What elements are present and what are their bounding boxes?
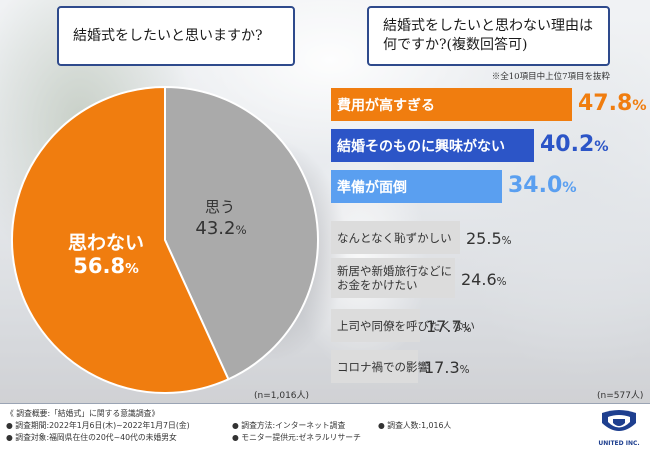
excerpt-note: ※全10項目中上位7項目を抜粋 — [491, 72, 610, 82]
pie-value-yes: 43.2% — [195, 218, 247, 239]
bar-value: 17.3% — [424, 358, 470, 377]
bar-value: 25.5% — [466, 229, 512, 248]
footer-target: ● 調査対象:福岡県在住の20代~40代の未婚男女 — [6, 433, 177, 442]
bar: 準備が面倒 — [331, 170, 502, 203]
footer-panel: ● モニター提供元:ゼネラルリサーチ — [232, 433, 361, 442]
footer-method: ● 調査方法:インターネット調査 — [232, 421, 346, 430]
footer-title: 《 調査概要:「結婚式」に関する意識調査》 — [6, 409, 160, 418]
bar: なんとなく恥ずかしい — [331, 221, 460, 254]
footer-period: ● 調査期間:2022年1月6日(木)~2022年1月7日(金) — [6, 421, 190, 430]
united-logo-icon — [602, 410, 636, 431]
bar-label: 準備が面倒 — [337, 179, 407, 196]
survey-footer: 《 調査概要:「結婚式」に関する意識調査》 ● 調査期間:2022年1月6日(木… — [0, 403, 650, 450]
bar-value: 47.8% — [578, 91, 647, 116]
pie-slice-no — [11, 85, 230, 394]
bar: 結婚そのものに興味がない — [331, 129, 534, 162]
united-logo-text: UNITED INC. — [598, 440, 640, 447]
bar-value: 40.2% — [540, 132, 609, 157]
bar-label: コロナ禍での影響 — [337, 359, 429, 374]
bar-sample-size: (n=577人) — [597, 391, 644, 401]
bar-label: 結婚そのものに興味がない — [337, 138, 505, 155]
question-left-text: 結婚式をしたいと思いますか? — [73, 27, 263, 44]
bar: 新居や新婚旅行などに お金をかけたい — [331, 258, 455, 298]
footer-count: ● 調査人数:1,016人 — [378, 421, 452, 430]
question-left-box: 結婚式をしたいと思いますか? — [57, 6, 295, 66]
bar-label: 費用が高すぎる — [337, 97, 435, 114]
bar-label: 新居や新婚旅行などに お金をかけたい — [337, 264, 452, 292]
pie-label-yes: 思う — [204, 198, 235, 216]
pie-value-no: 56.8% — [73, 254, 139, 278]
bar-label: 上司や同僚を呼びたくない — [337, 318, 475, 333]
pie-label-no: 思わない — [67, 232, 144, 254]
bar-value: 34.0% — [508, 173, 577, 198]
bar-label: なんとなく恥ずかしい — [337, 230, 452, 245]
bar-value: 17.7% — [426, 317, 472, 336]
pie-slice-yes — [164, 85, 319, 381]
bar: 上司や同僚を呼びたくない — [331, 309, 475, 342]
bar: 費用が高すぎる — [331, 88, 572, 121]
united-logo: UNITED INC. — [594, 409, 644, 449]
question-right-line2: 何ですか?(複数回答可) — [383, 37, 528, 53]
pie-sample-size: (n=1,016人) — [254, 391, 310, 401]
bar-value: 24.6% — [461, 270, 507, 289]
question-right-box: 結婚式をしたいと思わない理由は 何ですか?(複数回答可) — [367, 6, 610, 66]
question-right-line1: 結婚式をしたいと思わない理由は — [383, 18, 593, 34]
bar: コロナ禍での影響 — [331, 350, 429, 383]
pie-chart — [11, 85, 319, 394]
